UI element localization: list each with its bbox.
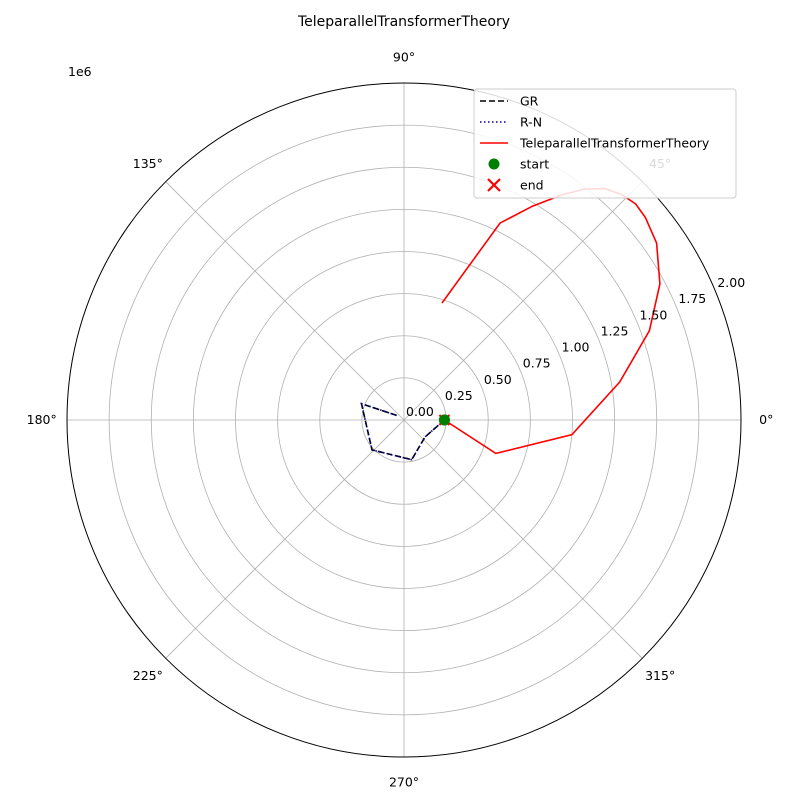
radial-tick-label: 0.25 bbox=[445, 388, 473, 403]
angular-gridline bbox=[165, 181, 405, 421]
angular-gridline bbox=[165, 419, 405, 659]
tick-layer: 0.000.250.500.751.001.251.501.752.000°45… bbox=[27, 50, 774, 790]
series-layer bbox=[360, 187, 661, 461]
radial-offset-label: 1e6 bbox=[68, 64, 92, 79]
angular-gridline bbox=[403, 419, 643, 659]
legend-box bbox=[473, 88, 737, 199]
radial-tick-label: 2.00 bbox=[717, 275, 745, 290]
angular-tick-label: 315° bbox=[645, 668, 675, 683]
legend-label: GR bbox=[520, 94, 539, 109]
polar-frame bbox=[66, 82, 742, 758]
legend-swatch bbox=[487, 178, 501, 192]
series-line bbox=[441, 187, 661, 455]
start-marker-top bbox=[438, 414, 450, 426]
radial-tick-label: 0.75 bbox=[523, 356, 551, 371]
radial-tick-label: 1.75 bbox=[678, 291, 706, 306]
legend-label: TeleparallelTransformerTheory bbox=[519, 136, 710, 151]
legend-label: R-N bbox=[520, 115, 542, 130]
angular-tick-label: 90° bbox=[393, 50, 415, 65]
angular-tick-label: 180° bbox=[27, 412, 57, 427]
legend-swatch bbox=[488, 158, 500, 170]
radial-tick-label: 0.50 bbox=[484, 372, 512, 387]
angular-tick-label: 225° bbox=[133, 668, 163, 683]
series-line bbox=[360, 402, 445, 461]
radial-tick-label: 0.00 bbox=[406, 404, 434, 419]
angular-tick-label: 135° bbox=[133, 156, 163, 171]
radial-tick-label: 1.50 bbox=[640, 307, 668, 322]
marker-layer bbox=[438, 414, 451, 426]
polar-grid bbox=[66, 82, 742, 758]
radial-tick-label: 1.00 bbox=[562, 340, 590, 355]
angular-gridline bbox=[403, 181, 643, 421]
radial-tick-label: 1.25 bbox=[601, 323, 629, 338]
legend: GR R-N TeleparallelTransformerTheory start e… bbox=[473, 88, 737, 199]
chart-title: TeleparallelTransformerTheory bbox=[297, 14, 510, 30]
legend-label: end bbox=[520, 178, 544, 193]
legend-label: start bbox=[520, 157, 549, 172]
angular-tick-label: 270° bbox=[389, 774, 419, 789]
angular-tick-label: 0° bbox=[759, 412, 773, 427]
